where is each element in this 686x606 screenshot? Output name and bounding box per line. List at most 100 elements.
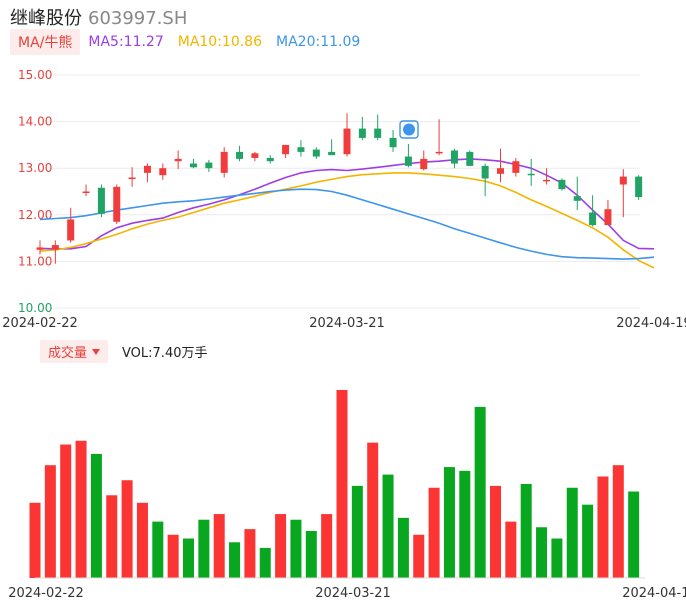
candle-body — [512, 161, 520, 173]
ma-indicator-selector[interactable]: MA/牛熊 — [10, 29, 81, 55]
volume-bar — [290, 519, 302, 578]
candle-body — [466, 151, 474, 166]
candle-body — [82, 191, 90, 193]
candle-body — [190, 163, 197, 168]
candle-body — [128, 177, 136, 180]
volume-bar — [44, 465, 56, 578]
volume-bar — [106, 495, 118, 578]
volume-bar — [566, 487, 578, 578]
candle-body — [297, 147, 305, 152]
volume-bar — [244, 529, 256, 578]
candle — [404, 143, 412, 168]
event-marker-icon[interactable] — [403, 123, 415, 136]
volume-indicator-selector[interactable]: 成交量 — [40, 339, 109, 363]
candle — [619, 169, 627, 218]
volume-date-axis: 2024-02-22 2024-03-21 2024-04-19 — [8, 586, 686, 601]
candle-body — [143, 165, 151, 173]
ma10-line — [39, 172, 655, 269]
candle — [143, 163, 151, 183]
volume-bar — [336, 390, 348, 578]
volume-legend: 成交量 VOL:7.40万手 — [40, 339, 207, 363]
candle-body — [435, 151, 443, 154]
volume-bar — [305, 531, 317, 578]
stock-code: 603997.SH — [88, 8, 188, 29]
volume-bar — [136, 502, 148, 578]
candle-body — [159, 168, 167, 176]
volume-bar — [459, 470, 471, 578]
candle-body — [205, 162, 213, 169]
volume-bar — [152, 521, 164, 578]
candle — [358, 116, 366, 141]
volume-date-tick: 2024-02-22 — [8, 586, 84, 601]
candle — [266, 155, 274, 164]
price-tick-label: 13.00 — [18, 161, 52, 175]
caret-down-icon — [92, 348, 101, 355]
price-tick-label: 12.00 — [18, 208, 52, 222]
volume-bar — [490, 485, 501, 578]
ma5-value: MA5:11.27 — [88, 34, 164, 50]
volume-bar — [60, 444, 72, 578]
volume-bar — [351, 485, 363, 578]
volume-bar — [597, 476, 609, 578]
volume-bar — [474, 406, 486, 578]
candle — [450, 148, 458, 169]
ma-legend: MA/牛熊 MA5:11.27 MA10:10.86 MA20:11.09 — [10, 29, 360, 55]
candle — [328, 139, 336, 156]
candle — [466, 150, 474, 166]
price-tick-label: 10.00 — [18, 301, 52, 315]
candle — [220, 147, 228, 178]
volume-date-tick: 2024-04-19 — [622, 586, 686, 601]
price-date-tick: 2024-03-21 — [309, 316, 385, 331]
candle — [128, 167, 136, 187]
candlesticks — [36, 113, 643, 264]
candle — [174, 150, 182, 170]
candle-body — [527, 173, 535, 176]
candle-body — [589, 212, 597, 226]
candle — [51, 240, 59, 264]
volume-bar — [520, 484, 532, 578]
candle — [604, 199, 612, 226]
moving-average-lines — [39, 158, 655, 269]
volume-bar — [213, 514, 225, 578]
volume-bar — [121, 480, 133, 578]
volume-bar — [413, 534, 425, 578]
volume-bar — [75, 440, 87, 578]
volume-bar — [198, 519, 210, 578]
event-marker-frame[interactable] — [399, 120, 419, 139]
volume-bar — [29, 502, 41, 578]
candle-body — [543, 179, 551, 182]
ma20-line — [39, 188, 655, 260]
stock-name: 继峰股份 — [10, 8, 82, 29]
candle — [420, 150, 428, 171]
candle-body — [174, 158, 182, 162]
candle-body — [36, 247, 44, 250]
volume-bar — [183, 538, 194, 578]
candle-body — [51, 245, 59, 250]
stock-header: 继峰股份 603997.SH — [10, 4, 187, 30]
candle-body — [481, 165, 489, 179]
candle — [543, 168, 551, 185]
candle — [573, 176, 581, 211]
candle — [527, 158, 535, 186]
price-grid — [50, 74, 640, 309]
volume-bar — [90, 453, 102, 578]
candle-body — [558, 179, 566, 190]
candle-body — [374, 128, 382, 138]
volume-bar — [536, 527, 548, 578]
candle-body — [328, 151, 336, 156]
candle — [635, 175, 643, 200]
candle-body — [113, 186, 121, 222]
volume-bar — [321, 514, 333, 578]
price-date-tick: 2024-02-22 — [2, 316, 78, 331]
volume-bar — [628, 491, 640, 578]
volume-bar — [397, 517, 409, 578]
volume-bar — [167, 534, 179, 578]
candle — [558, 178, 566, 191]
price-date-axis: 2024-02-22 2024-03-21 2024-04-19 — [2, 316, 686, 331]
candle-body — [282, 144, 290, 155]
volume-bar — [428, 487, 440, 578]
volume-indicator-label: 成交量 — [48, 345, 88, 361]
candle-body — [573, 196, 581, 201]
event-marker — [399, 120, 419, 139]
